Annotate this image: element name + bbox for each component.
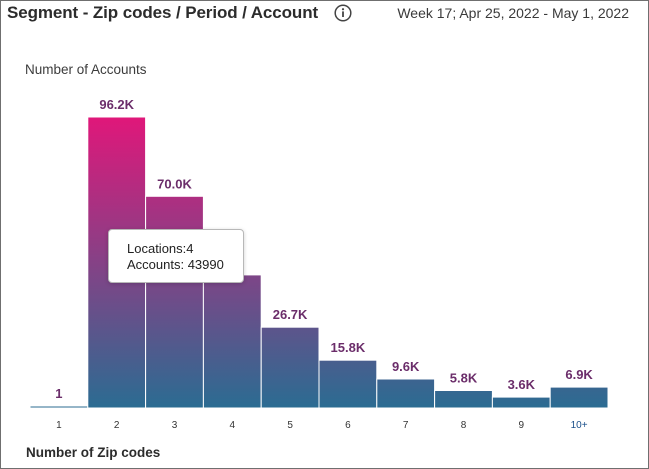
tooltip-accounts: Accounts: 43990	[127, 257, 224, 272]
tooltip-locations: Locations:4	[127, 241, 194, 256]
bar-1[interactable]	[29, 405, 89, 409]
x-tick-2: 2	[114, 420, 120, 431]
info-icon[interactable]	[334, 4, 352, 22]
x-tick-4: 4	[230, 420, 236, 431]
value-label-8: 5.8K	[450, 371, 478, 386]
value-label-10+: 6.9K	[565, 367, 593, 382]
x-tick-10+: 10+	[571, 420, 588, 431]
x-tick-5: 5	[287, 420, 293, 431]
x-tick-7: 7	[403, 420, 409, 431]
value-label-2: 96.2K	[99, 97, 134, 112]
value-label-7: 9.6K	[392, 359, 420, 374]
date-range: Week 17; Apr 25, 2022 - May 1, 2022	[397, 5, 629, 21]
bar-5[interactable]	[260, 326, 320, 409]
bar-9[interactable]	[491, 396, 551, 409]
bar-4[interactable]	[202, 274, 262, 409]
chart-title: Segment - Zip codes / Period / Account	[7, 3, 319, 22]
bar-8[interactable]	[434, 390, 493, 409]
bar-6[interactable]	[318, 359, 378, 409]
value-label-5: 26.7K	[273, 307, 308, 322]
x-axis-title: Number of Zip codes	[26, 445, 161, 460]
x-tick-9: 9	[519, 420, 525, 431]
x-tick-1: 1	[56, 420, 62, 431]
value-label-9: 3.6K	[508, 377, 536, 392]
bar-10+[interactable]	[549, 386, 609, 409]
value-label-3: 70.0K	[157, 176, 192, 191]
bar-7[interactable]	[376, 378, 436, 409]
tooltip: Locations:4 Accounts: 43990	[108, 229, 244, 283]
value-label-1: 1	[55, 386, 62, 401]
x-tick-6: 6	[345, 420, 351, 431]
value-label-6: 15.8K	[331, 340, 366, 355]
x-tick-3: 3	[172, 420, 178, 431]
y-axis-title: Number of Accounts	[25, 62, 147, 77]
x-tick-8: 8	[461, 420, 467, 431]
